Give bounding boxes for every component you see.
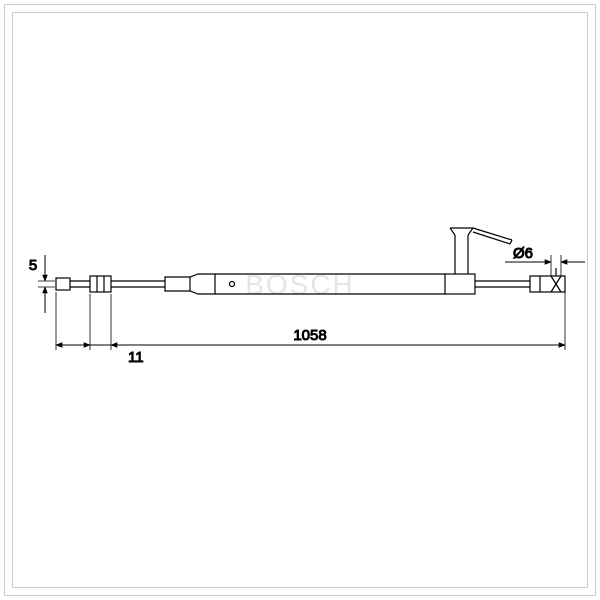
dim-diameter-label: Ø6 [513,245,533,262]
drawing-canvas: BOSCH [0,0,600,600]
dim-5-label: 5 [29,257,37,274]
dim-length-label: 1058 [293,327,326,344]
technical-drawing-svg: BOSCH [0,0,600,600]
dim-11-label: 11 [128,349,144,366]
